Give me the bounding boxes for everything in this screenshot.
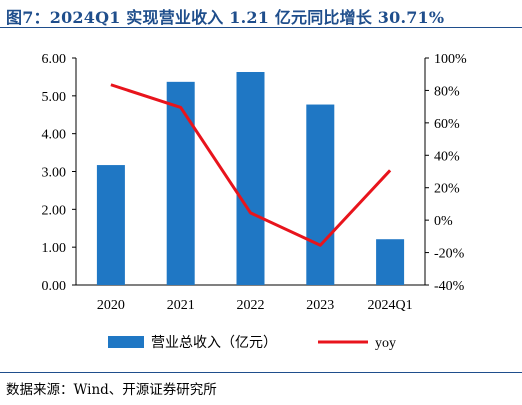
legend-swatch-bar xyxy=(108,336,144,348)
left-tick-label: 4.00 xyxy=(42,128,67,143)
right-tick-label: 60% xyxy=(434,117,460,132)
left-tick-label: 2.00 xyxy=(42,203,67,218)
bar xyxy=(96,165,125,285)
right-tick-label: -40% xyxy=(434,279,465,294)
bar xyxy=(236,71,265,285)
chart: 0.00 1.00 2.00 3.00 4.00 5.00 6.00 -40% -20% 0% 2… xyxy=(42,52,468,351)
x-tick-label: 2020 xyxy=(97,298,125,313)
bar xyxy=(376,239,405,285)
left-axis: 0.00 1.00 2.00 3.00 4.00 5.00 6.00 xyxy=(42,52,77,294)
left-tick-label: 0.00 xyxy=(42,279,67,294)
right-tick-label: 40% xyxy=(434,149,460,164)
left-tick-label: 6.00 xyxy=(42,52,67,67)
legend-label-line: yoy xyxy=(375,336,396,351)
x-axis: 2020 2021 2022 2023 2024Q1 xyxy=(76,284,425,313)
source-divider xyxy=(0,372,522,373)
left-tick-label: 1.00 xyxy=(42,241,67,256)
title-divider xyxy=(0,27,522,28)
legend-label-bar: 营业总收入（亿元） xyxy=(151,335,277,351)
legend: 营业总收入（亿元） yoy xyxy=(108,335,396,351)
bar xyxy=(166,81,195,286)
right-tick-label: 80% xyxy=(434,84,460,99)
x-tick-label: 2022 xyxy=(237,298,265,313)
bar-series xyxy=(96,71,405,286)
source-note: 数据来源：Wind、开源证券研究所 xyxy=(6,382,217,398)
right-tick-label: 100% xyxy=(434,52,467,67)
yoy-series xyxy=(110,83,392,247)
left-tick-label: 3.00 xyxy=(42,166,67,181)
left-tick-label: 5.00 xyxy=(42,90,67,105)
bar xyxy=(306,104,335,285)
right-axis: -40% -20% 0% 20% 40% 60% 80% 100% xyxy=(424,52,467,294)
right-tick-label: 20% xyxy=(434,182,460,197)
chart-title: 图7：2024Q1 实现营业收入 1.21 亿元同比增长 30.71% xyxy=(6,8,445,27)
x-tick-label: 2021 xyxy=(167,298,195,313)
x-tick-label: 2024Q1 xyxy=(368,298,413,313)
x-tick-label: 2023 xyxy=(306,298,334,313)
right-tick-label: 0% xyxy=(434,214,453,229)
right-tick-label: -20% xyxy=(434,247,465,262)
